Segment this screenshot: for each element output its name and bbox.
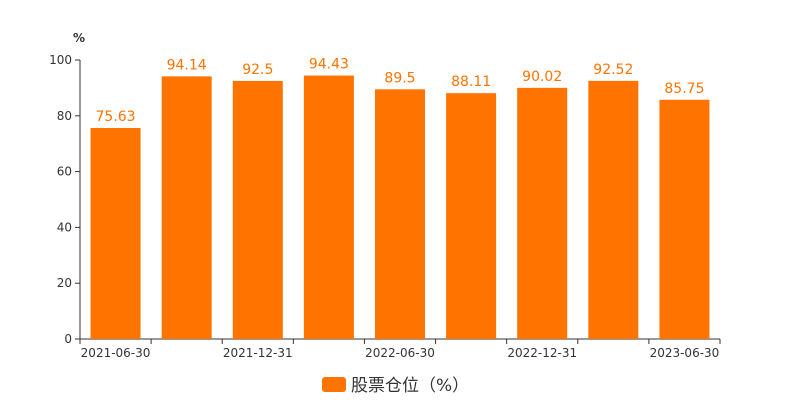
data-label: 90.02 [522, 69, 562, 85]
data-label: 92.52 [593, 62, 633, 78]
bar[interactable] [232, 80, 283, 340]
bar[interactable] [517, 87, 568, 339]
bar[interactable] [446, 93, 497, 340]
legend[interactable]: 股票仓位（%） [322, 376, 469, 396]
y-tick-label: 40 [57, 220, 72, 234]
data-label: 89.5 [384, 70, 415, 86]
y-tick-label: 80 [57, 109, 72, 123]
bar[interactable] [588, 80, 639, 339]
legend-swatch[interactable] [322, 377, 346, 392]
bar[interactable] [161, 76, 212, 340]
x-axis: 2021-06-30 2021-12-31 2022-06-30 2022-12-31… [79, 338, 721, 360]
data-label: 92.5 [242, 62, 273, 78]
data-labels-group: 75.63 94.14 92.5 94.43 89.5 88.11 90.02 92.52 85… [96, 57, 705, 125]
x-tick-label: 2022-12-31 [507, 346, 577, 360]
y-axis: 0 20 40 60 80 100 [49, 53, 81, 346]
y-tick-label: 60 [57, 165, 72, 179]
y-tick-label: 20 [57, 276, 72, 290]
data-label: 94.43 [309, 57, 349, 73]
data-label: 85.75 [664, 81, 704, 97]
bar[interactable] [375, 89, 425, 339]
data-label: 75.63 [96, 109, 136, 125]
y-tick-label: 100 [49, 53, 72, 67]
bar[interactable] [659, 99, 710, 339]
x-tick-label: 2021-06-30 [81, 346, 151, 360]
bar[interactable] [90, 127, 141, 339]
x-tick-label: 2021-12-31 [223, 346, 293, 360]
y-axis-unit-label: % [73, 31, 85, 45]
x-tick-label: 2023-06-30 [650, 346, 720, 360]
data-label: 88.11 [451, 74, 491, 90]
x-tick-label: 2022-06-30 [365, 346, 435, 360]
data-label: 94.14 [167, 57, 207, 73]
legend-label[interactable]: 股票仓位（%） [351, 376, 469, 396]
bars-group [90, 75, 710, 340]
bar[interactable] [303, 75, 354, 340]
y-tick-label: 0 [64, 332, 72, 346]
